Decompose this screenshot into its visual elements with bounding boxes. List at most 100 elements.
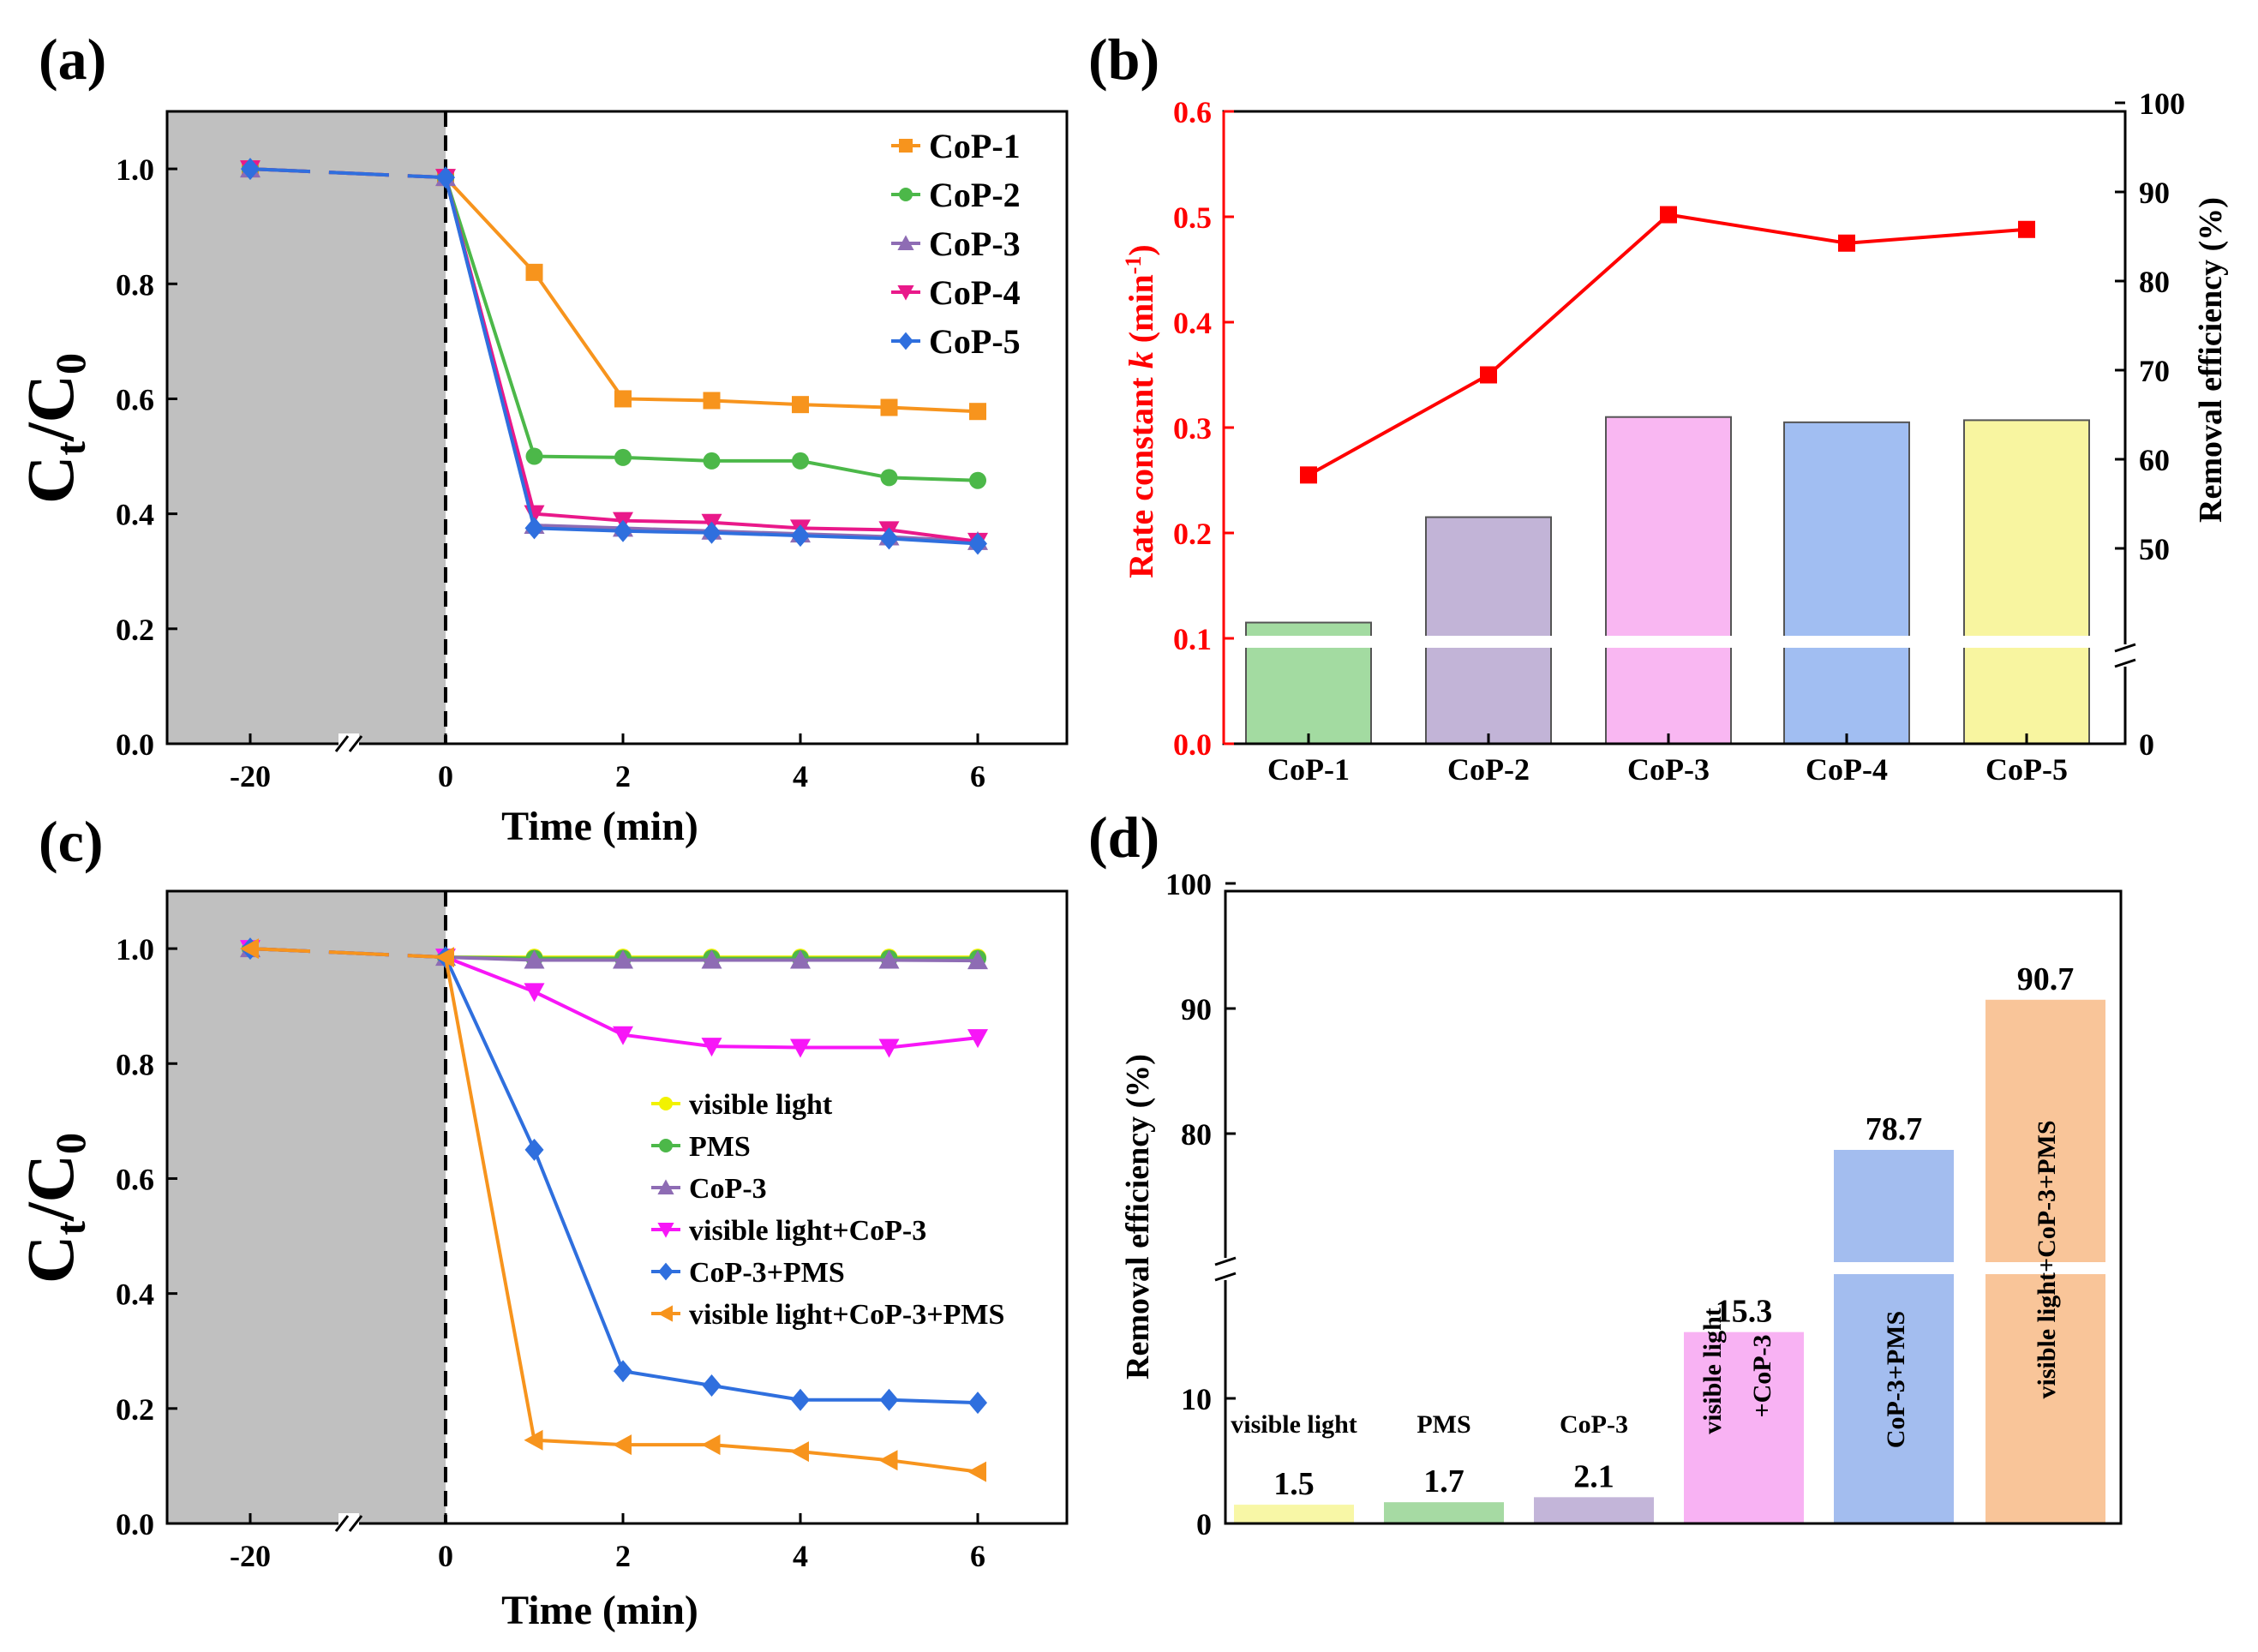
panel-d-bar <box>1534 1497 1654 1523</box>
c-series-point <box>701 949 722 969</box>
a-series-point <box>879 527 899 550</box>
a-series-point <box>791 524 810 548</box>
panel-d-bar <box>1234 1505 1354 1523</box>
panel-a-dark-shade <box>167 111 446 744</box>
a-xtick-label: 2 <box>615 759 631 793</box>
panel-b-right-tick-label: 60 <box>2139 443 2170 477</box>
panel-d-bar-caption-vertical: visible light+CoP-3+PMS <box>2033 1120 2061 1398</box>
c-series-point <box>967 1029 988 1049</box>
panel-d-bar-caption-vertical: CoP-3+PMS <box>1882 1311 1910 1448</box>
c-legend-label: visible light <box>689 1089 833 1121</box>
panel-d-axis-break <box>1214 1256 1237 1282</box>
c-legend-label: CoP-3+PMS <box>689 1257 845 1289</box>
a-series-point <box>614 390 632 408</box>
panel-d-bar <box>1384 1502 1504 1523</box>
panel-b-right-tick-label: 50 <box>2139 532 2170 566</box>
panel-d-bar <box>1834 1149 1954 1523</box>
c-series-dark-segment <box>249 947 446 960</box>
a-series-point <box>614 519 632 542</box>
c-legend-label: visible light+CoP-3+PMS <box>689 1299 1004 1331</box>
panel-b-left-tick-label: 0.3 <box>1173 411 1212 446</box>
panel-d-value-label: 1.5 <box>1273 1466 1315 1502</box>
c-series-point <box>613 1026 633 1045</box>
panel-b-rate-point <box>1480 366 1497 384</box>
c-series-point <box>790 1441 809 1463</box>
a-legend-label: CoP-5 <box>929 322 1021 361</box>
a-series-point <box>703 392 721 410</box>
c-ytick-label: 0.4 <box>116 1278 154 1312</box>
panel-a-xlabel: Time (min) <box>501 804 698 849</box>
c-series-point <box>524 1138 544 1161</box>
panel-b-ylabel-left: Rate constant k (min-1) <box>1121 244 1160 578</box>
panel-b-left-tick-label: 0.2 <box>1173 517 1212 551</box>
panel-b-right-tick-label: 80 <box>2139 265 2170 299</box>
a-series-point <box>703 452 721 470</box>
a-ytick-label: 1.0 <box>116 153 154 187</box>
panel-b-xtick-label: CoP-2 <box>1447 752 1530 787</box>
panel-c-axis-break <box>334 1513 363 1532</box>
panel-d-break-band <box>1225 1262 2121 1274</box>
a-series-point <box>241 158 260 181</box>
panel-a: (a) 0.0 0.2 0.4 0.6 0.8 1.0 -20 0 2 4 6 Time (min… <box>13 27 1069 849</box>
a-series-point <box>968 532 987 555</box>
a-ytick-label: 0.8 <box>116 267 154 302</box>
panel-c: (c) 0.0 0.2 0.4 0.6 0.8 1.0 -20 0 2 4 6 Time (min… <box>13 809 1069 1633</box>
a-legend-marker <box>898 332 913 350</box>
panel-d-bar-caption: PMS <box>1416 1410 1470 1439</box>
panel-a-y-ticks: 0.0 0.2 0.4 0.6 0.8 1.0 <box>116 153 177 762</box>
c-xtick-label: 6 <box>970 1539 985 1573</box>
c-xtick-label: -20 <box>230 1539 271 1573</box>
a-xtick-label: 6 <box>970 759 985 793</box>
a-series-point <box>969 403 986 421</box>
panel-b-rate-point <box>2018 220 2035 238</box>
a-legend-label: CoP-1 <box>929 127 1021 165</box>
c-legend-label: PMS <box>689 1131 751 1163</box>
panel-b-xtick-label: CoP-5 <box>1985 752 2068 787</box>
panel-c-x-ticks: -20 0 2 4 6 <box>230 1513 985 1573</box>
panel-d-bar-caption-vertical: +CoP-3 <box>1748 1334 1776 1417</box>
c-legend-label: CoP-3 <box>689 1173 767 1205</box>
panel-b-left-tick-label: 0.4 <box>1173 306 1212 340</box>
a-series-point <box>792 452 809 470</box>
panel-b-x-ticks: CoP-1 CoP-2 CoP-3 CoP-4 CoP-5 <box>1267 733 2068 787</box>
a-legend-label: CoP-4 <box>929 273 1021 312</box>
c-series-point <box>791 1388 810 1411</box>
panel-b-bar <box>1605 416 1732 745</box>
c-series-point <box>701 1038 722 1057</box>
panel-a-label: (a) <box>39 27 106 92</box>
a-series-point <box>524 517 544 540</box>
c-series-point <box>524 983 545 1003</box>
panel-d-ylabel: Removal efficiency (%) <box>1120 1054 1156 1380</box>
panel-b-left-tick-label: 0.6 <box>1173 95 1212 129</box>
panel-d-bar <box>1684 1332 1804 1523</box>
c-ytick-label: 1.0 <box>116 932 154 967</box>
c-series-point <box>790 1038 811 1058</box>
panel-b-xtick-label: CoP-1 <box>1267 752 1350 787</box>
c-series-line <box>445 955 979 1050</box>
panel-a-frame <box>165 110 1069 745</box>
panel-c-label: (c) <box>39 809 103 874</box>
panel-b-ylabel-right: Removal efficiency (%) <box>2193 197 2229 523</box>
panel-d-ytick-label: 80 <box>1181 1117 1212 1152</box>
a-series-dark-segment <box>249 167 446 180</box>
c-series-point <box>968 1392 987 1415</box>
a-legend-marker <box>897 235 914 250</box>
panel-d-label: (d) <box>1088 805 1159 870</box>
c-xtick-label: 4 <box>793 1539 808 1573</box>
c-series-point <box>879 1388 899 1411</box>
c-ytick-label: 0.0 <box>116 1507 154 1541</box>
c-series-point <box>524 949 545 969</box>
a-series-point <box>436 166 455 189</box>
a-ytick-label: 0.6 <box>116 382 154 416</box>
panel-d-value-label: 15.3 <box>1716 1294 1773 1330</box>
a-ytick-label: 0.4 <box>116 498 154 532</box>
a-legend-marker <box>899 188 913 201</box>
a-legend-marker <box>899 139 913 153</box>
panel-a-legend: CoP-1 CoP-2 CoP-3 CoP-4 CoP-5 <box>891 127 1021 361</box>
a-series-point <box>880 469 898 487</box>
panel-d-y-ticks: 0 10 80 90 100 <box>1165 867 1236 1541</box>
c-series-point <box>613 949 633 969</box>
a-xtick-label: 4 <box>793 759 808 793</box>
panel-b: (b) 0.0 0.1 0.2 0.3 0.4 0.5 0.6 0 50 60 70 80 90 100… <box>1088 27 2229 787</box>
panel-b-break-band <box>1224 636 2125 648</box>
